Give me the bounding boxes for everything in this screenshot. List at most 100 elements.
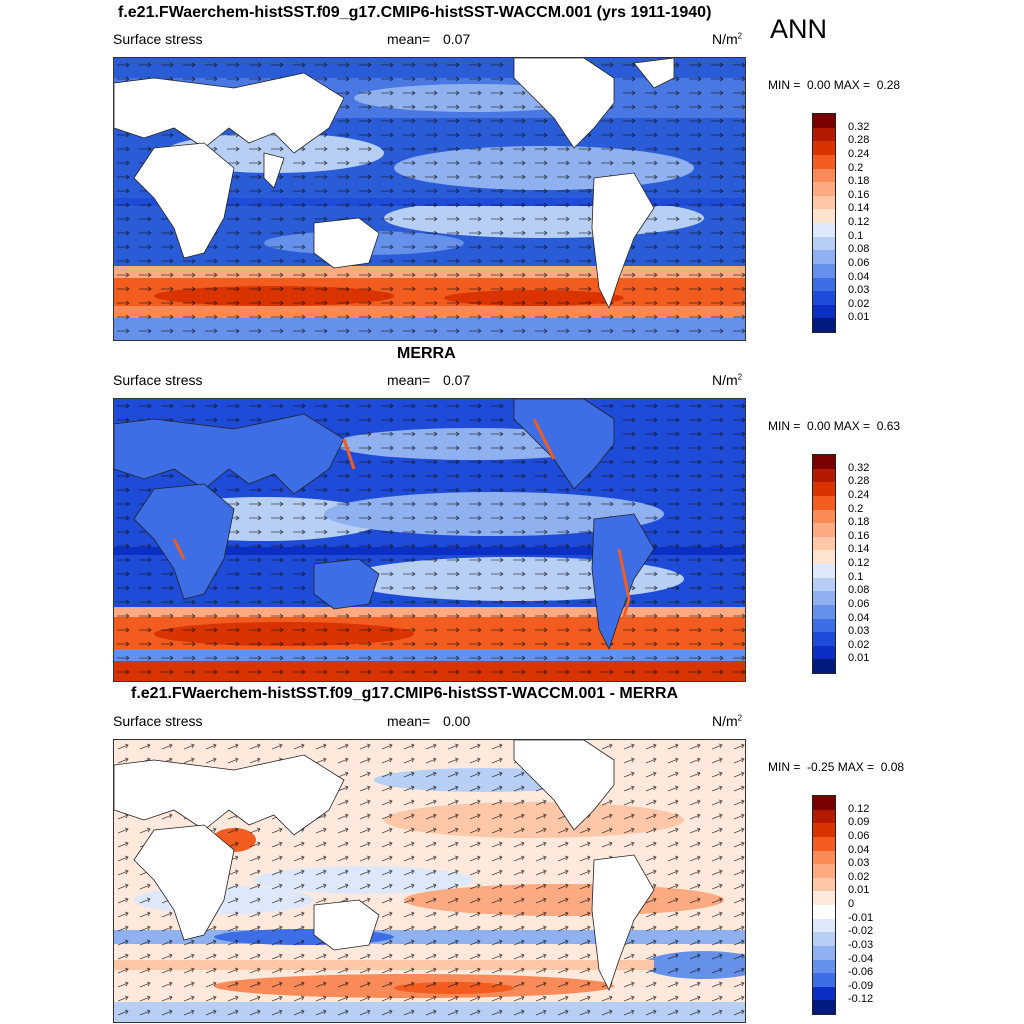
minmax-readout: MIN = 0.00 MAX = 0.63 <box>768 419 901 433</box>
colorbar-swatch <box>813 632 835 646</box>
stress-map <box>113 398 746 682</box>
colorbar-tick-label: 0.06 <box>848 597 870 610</box>
colorbar-swatch <box>813 209 835 223</box>
colorbar-tick-label: 0.03 <box>848 284 870 297</box>
colorbar-swatch <box>813 932 835 946</box>
colorbar-tick-label: 0.2 <box>848 502 864 515</box>
mean-label: mean= <box>387 31 431 47</box>
units-label: N/m2 <box>712 372 743 388</box>
colorbar-tick-label: 0.08 <box>848 243 870 256</box>
colorbar-swatch <box>813 291 835 305</box>
colorbar-swatch <box>813 891 835 905</box>
colorbar <box>812 113 836 333</box>
colorbar-tick-label: 0.08 <box>848 584 870 597</box>
colorbar-tick-label: 0.02 <box>848 638 870 651</box>
colorbar-tick-label: 0.24 <box>848 488 870 501</box>
colorbar-tick-label: 0.12 <box>848 802 870 815</box>
colorbar-swatch <box>813 195 835 210</box>
colorbar-tick-label: -0.09 <box>848 979 874 992</box>
colorbar <box>812 454 836 674</box>
colorbar-swatch <box>813 550 835 564</box>
colorbar-swatch <box>813 263 835 278</box>
colorbar-tick-label: 0.04 <box>848 270 870 283</box>
colorbar-tick-label: 0.32 <box>848 461 870 474</box>
map-graphic <box>114 58 745 340</box>
minmax-readout: MIN = 0.00 MAX = 0.28 <box>768 78 901 92</box>
colorbar-tick-label: 0.24 <box>848 147 870 160</box>
colorbar-swatch <box>813 250 835 264</box>
colorbar-swatch <box>813 809 835 824</box>
colorbar-swatch <box>813 877 835 892</box>
mean-label: mean= <box>387 713 431 729</box>
colorbar-swatch <box>813 905 835 919</box>
panel-title: f.e21.FWaerchem-histSST.f09_g17.CMIP6-hi… <box>131 685 679 702</box>
colorbar-tick-label: 0.18 <box>848 175 870 188</box>
colorbar-tick-label: 0.06 <box>848 256 870 269</box>
colorbar-swatch <box>813 959 835 974</box>
colorbar-tick-label: 0.01 <box>848 652 870 665</box>
stress-map <box>113 739 746 1023</box>
colorbar-tick-label: 0.1 <box>848 229 864 242</box>
colorbar-tick-label: -0.03 <box>848 938 874 951</box>
colorbar-tick-label: 0.01 <box>848 884 870 897</box>
colorbar-tick-label: -0.06 <box>848 966 874 979</box>
colorbar-tick-label: 0.16 <box>848 529 870 542</box>
colorbar-tick-label: 0.12 <box>848 216 870 228</box>
colorbar-swatch <box>813 564 835 578</box>
colorbar-tick-label: 0.03 <box>848 625 870 638</box>
colorbar-tick-label: 0.2 <box>848 161 864 174</box>
colorbar-swatch <box>813 523 835 537</box>
colorbar-swatch <box>813 986 835 1001</box>
colorbar-tick-label: 0.1 <box>848 570 864 583</box>
colorbar-swatch <box>813 645 835 660</box>
colorbar-tick-label: 0.06 <box>848 829 870 842</box>
colorbar-swatch <box>813 577 835 592</box>
colorbar-tick-label: 0.12 <box>848 557 870 569</box>
colorbar-swatch <box>813 823 835 837</box>
colorbar-tick-label: 0.02 <box>848 297 870 310</box>
colorbar-swatch <box>813 509 835 524</box>
colorbar-tick-label: -0.02 <box>848 925 874 938</box>
colorbar-tick-label: -0.12 <box>848 993 874 1006</box>
variable-label: Surface stress <box>113 372 203 388</box>
panel-title: f.e21.FWaerchem-histSST.f09_g17.CMIP6-hi… <box>118 4 712 21</box>
colorbar-swatch <box>813 495 835 510</box>
colorbar-tick-label: 0.03 <box>848 857 870 870</box>
colorbar-swatch <box>813 455 835 469</box>
colorbar-swatch <box>813 468 835 483</box>
colorbar-swatch <box>813 973 835 987</box>
units-label: N/m2 <box>712 713 743 729</box>
colorbar-swatch <box>813 154 835 169</box>
minmax-readout: MIN = -0.25 MAX = 0.08 <box>768 760 905 774</box>
colorbar-tick-label: 0.16 <box>848 188 870 201</box>
colorbar-swatch <box>813 482 835 496</box>
variable-label: Surface stress <box>113 713 203 729</box>
colorbar-tick-label: 0.04 <box>848 843 870 856</box>
map-graphic <box>114 399 745 681</box>
colorbar-swatch <box>813 318 835 332</box>
colorbar-tick-label: 0 <box>848 898 855 910</box>
colorbar-tick-label: 0.01 <box>848 311 870 324</box>
colorbar-swatch <box>813 304 835 319</box>
mean-value: 0.07 <box>443 31 471 47</box>
colorbar-swatch <box>813 591 835 605</box>
colorbar-tick-label: -0.04 <box>848 952 874 965</box>
variable-label: Surface stress <box>113 31 203 47</box>
colorbar-swatch <box>813 223 835 237</box>
colorbar-tick-label: 0.14 <box>848 202 870 215</box>
colorbar-swatch <box>813 945 835 960</box>
colorbar-tick-label: -0.01 <box>848 911 874 924</box>
colorbar-swatch <box>813 796 835 810</box>
colorbar-swatch <box>813 659 835 673</box>
colorbar-swatch <box>813 236 835 251</box>
colorbar-swatch <box>813 618 835 633</box>
colorbar-swatch <box>813 141 835 155</box>
mean-label: mean= <box>387 372 431 388</box>
colorbar-tick-label: 0.14 <box>848 543 870 556</box>
colorbar <box>812 795 836 1015</box>
colorbar-tick-label: 0.28 <box>848 134 870 147</box>
colorbar-tick-label: 0.32 <box>848 120 870 133</box>
colorbar-swatch <box>813 918 835 933</box>
colorbar-swatch <box>813 168 835 183</box>
season-label: ANN <box>770 14 828 44</box>
